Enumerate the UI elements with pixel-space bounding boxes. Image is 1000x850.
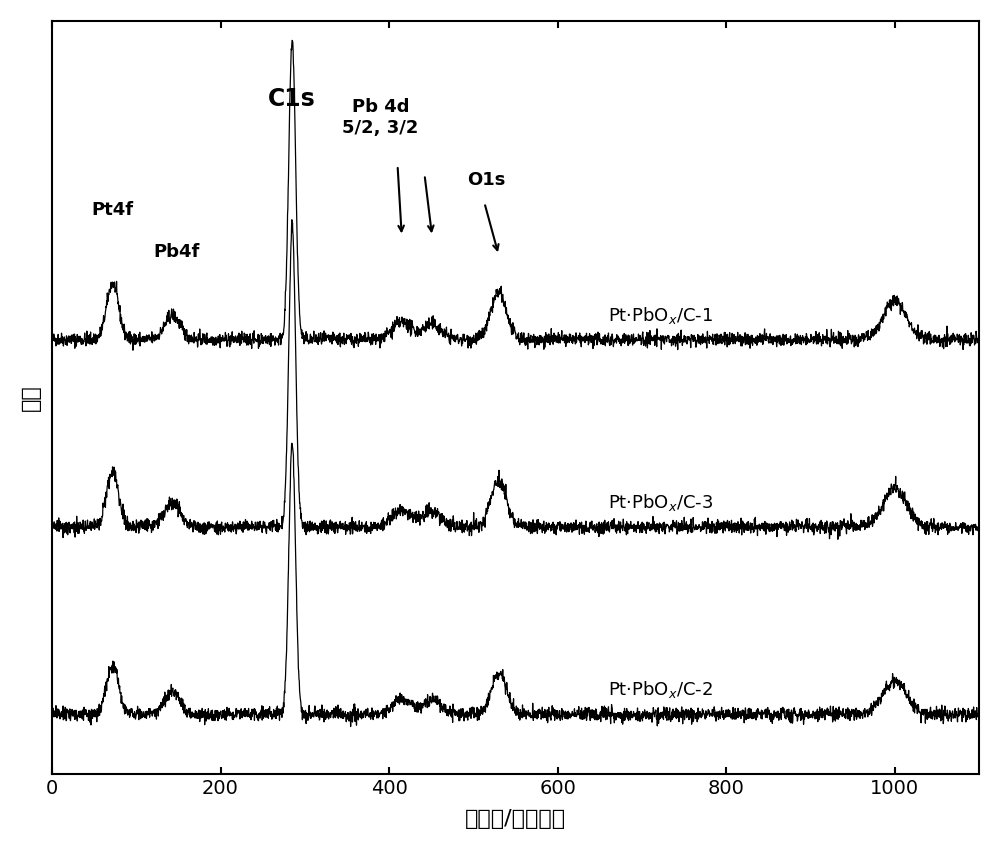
Text: O1s: O1s bbox=[467, 172, 505, 190]
Text: Pb 4d
5/2, 3/2: Pb 4d 5/2, 3/2 bbox=[342, 99, 419, 137]
Y-axis label: 强度: 强度 bbox=[21, 384, 41, 411]
Text: Pt4f: Pt4f bbox=[92, 201, 134, 219]
X-axis label: 结合能/电子伏特: 结合能/电子伏特 bbox=[465, 809, 566, 829]
Text: Pt$\cdot$PbO$_x$/C-1: Pt$\cdot$PbO$_x$/C-1 bbox=[608, 304, 713, 326]
Text: Pt$\cdot$PbO$_x$/C-2: Pt$\cdot$PbO$_x$/C-2 bbox=[608, 679, 713, 700]
Text: Pt$\cdot$PbO$_x$/C-3: Pt$\cdot$PbO$_x$/C-3 bbox=[608, 492, 714, 513]
Text: Pb4f: Pb4f bbox=[154, 243, 200, 261]
Text: C1s: C1s bbox=[268, 87, 316, 110]
